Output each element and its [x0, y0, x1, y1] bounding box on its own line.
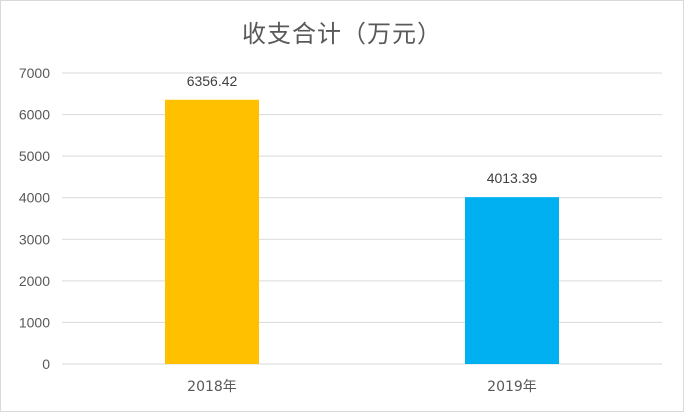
- y-tick-label: 3000: [19, 231, 50, 247]
- y-tick-label: 1000: [19, 314, 50, 330]
- data-label: 4013.39: [487, 170, 538, 186]
- y-tick-label: 0: [42, 356, 50, 372]
- y-tick-label: 4000: [19, 190, 50, 206]
- chart-title: 收支合计（万元）: [242, 20, 442, 48]
- y-tick-label: 6000: [19, 107, 50, 123]
- data-label: 6356.42: [187, 73, 238, 89]
- y-tick-label: 7000: [19, 65, 50, 81]
- x-category-label: 2019年: [487, 379, 537, 395]
- y-tick-label: 5000: [19, 148, 50, 164]
- x-category-label: 2018年: [187, 379, 237, 395]
- bar: [465, 197, 559, 364]
- bar: [165, 99, 259, 364]
- y-tick-label: 2000: [19, 273, 50, 289]
